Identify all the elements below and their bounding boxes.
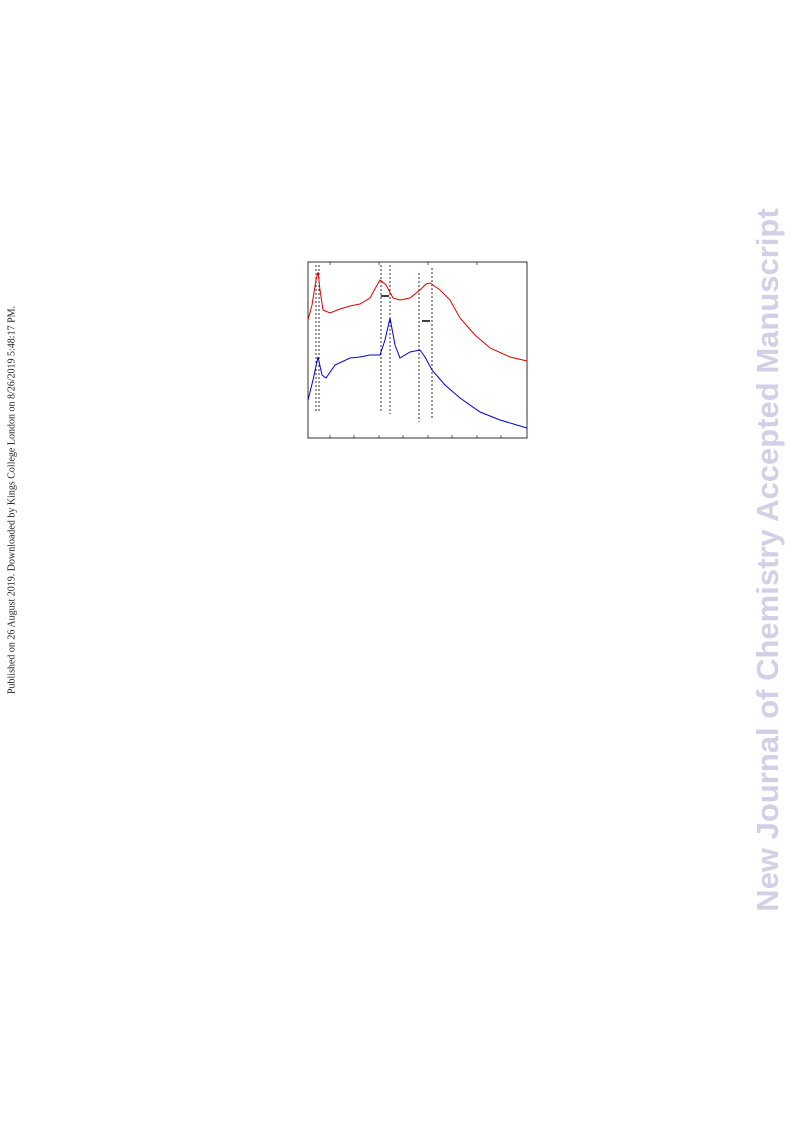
plot-frame bbox=[307, 261, 528, 439]
shift-arrows bbox=[381, 295, 430, 322]
ticks bbox=[329, 262, 502, 438]
reference-lines bbox=[315, 265, 433, 422]
blue-spectrum bbox=[307, 317, 528, 429]
red-spectrum bbox=[307, 271, 528, 362]
